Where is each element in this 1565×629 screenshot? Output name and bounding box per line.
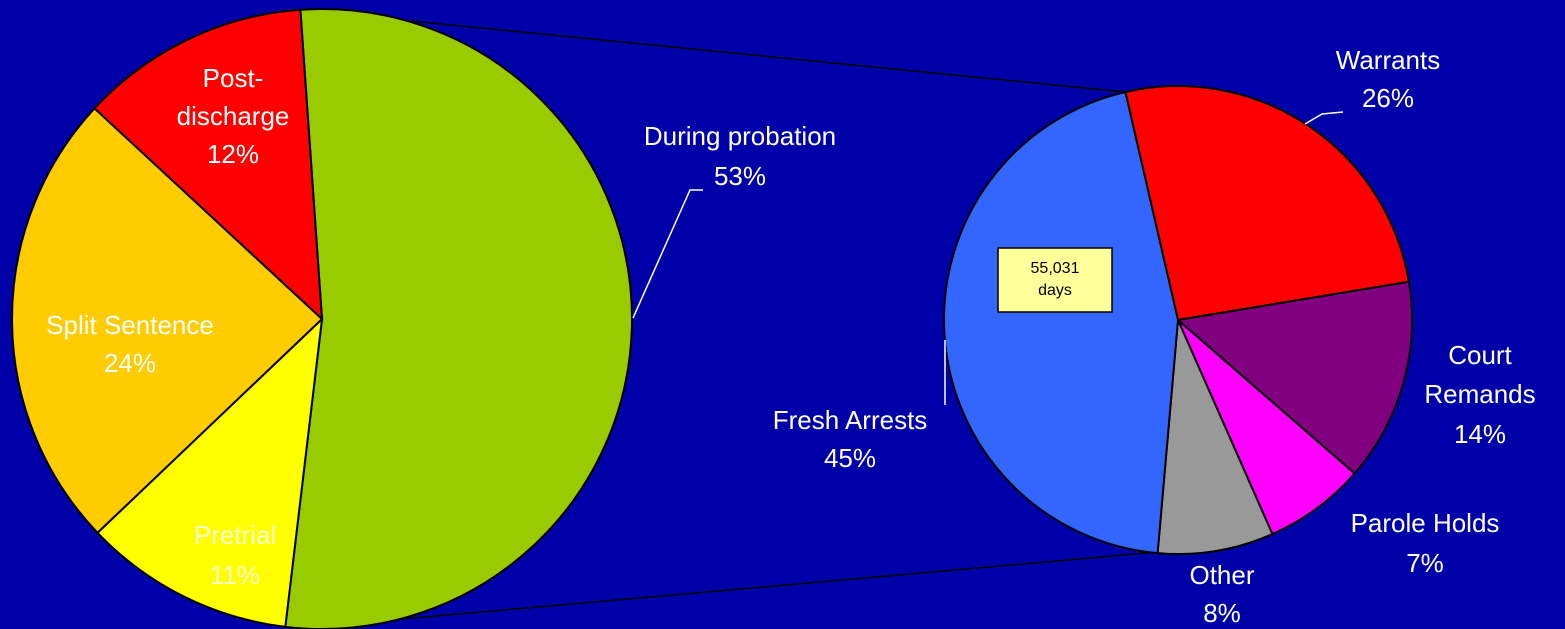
leader-line [632,189,703,319]
pie-slice [1177,319,1357,536]
slice-value-label: 24% [104,348,156,378]
slice-label: Parole Holds [1351,508,1500,538]
slice-value-label: 8% [1203,598,1241,628]
annotation: 55,031 days [1031,260,1080,299]
connector-line [299,9,1126,93]
slice-label: During probation [644,121,836,151]
slice-label: Pretrial [194,520,276,550]
pie-slice [943,90,1180,555]
slice-label: Court Remands [1424,340,1535,409]
connector-line [299,551,1159,629]
slice-value-label: 7% [1406,548,1444,578]
pie-slice [1175,280,1413,475]
annotation-box [997,247,1113,313]
leader-line [1304,111,1344,125]
slice-value-label: 11% [210,560,260,590]
slice-value-label: 53% [714,161,766,191]
pie-slice [1124,85,1411,322]
slice-label: Other [1189,560,1254,590]
pie-slice [284,8,634,629]
slice-label: Post-discharge [177,63,290,131]
slice-value-label: 26% [1362,83,1414,113]
slice-value-label: 12% [207,139,259,169]
pie-slice [1156,319,1274,555]
pie-slice [93,8,324,322]
slice-label: Fresh Arrests [773,405,928,435]
slice-value-label: 14% [1454,419,1506,449]
pie-slice [11,106,324,535]
pie-slice [96,316,324,628]
slice-label: Warrants [1336,45,1441,75]
slice-value-label: 45% [824,443,876,473]
slice-label: Split Sentence [46,310,214,340]
